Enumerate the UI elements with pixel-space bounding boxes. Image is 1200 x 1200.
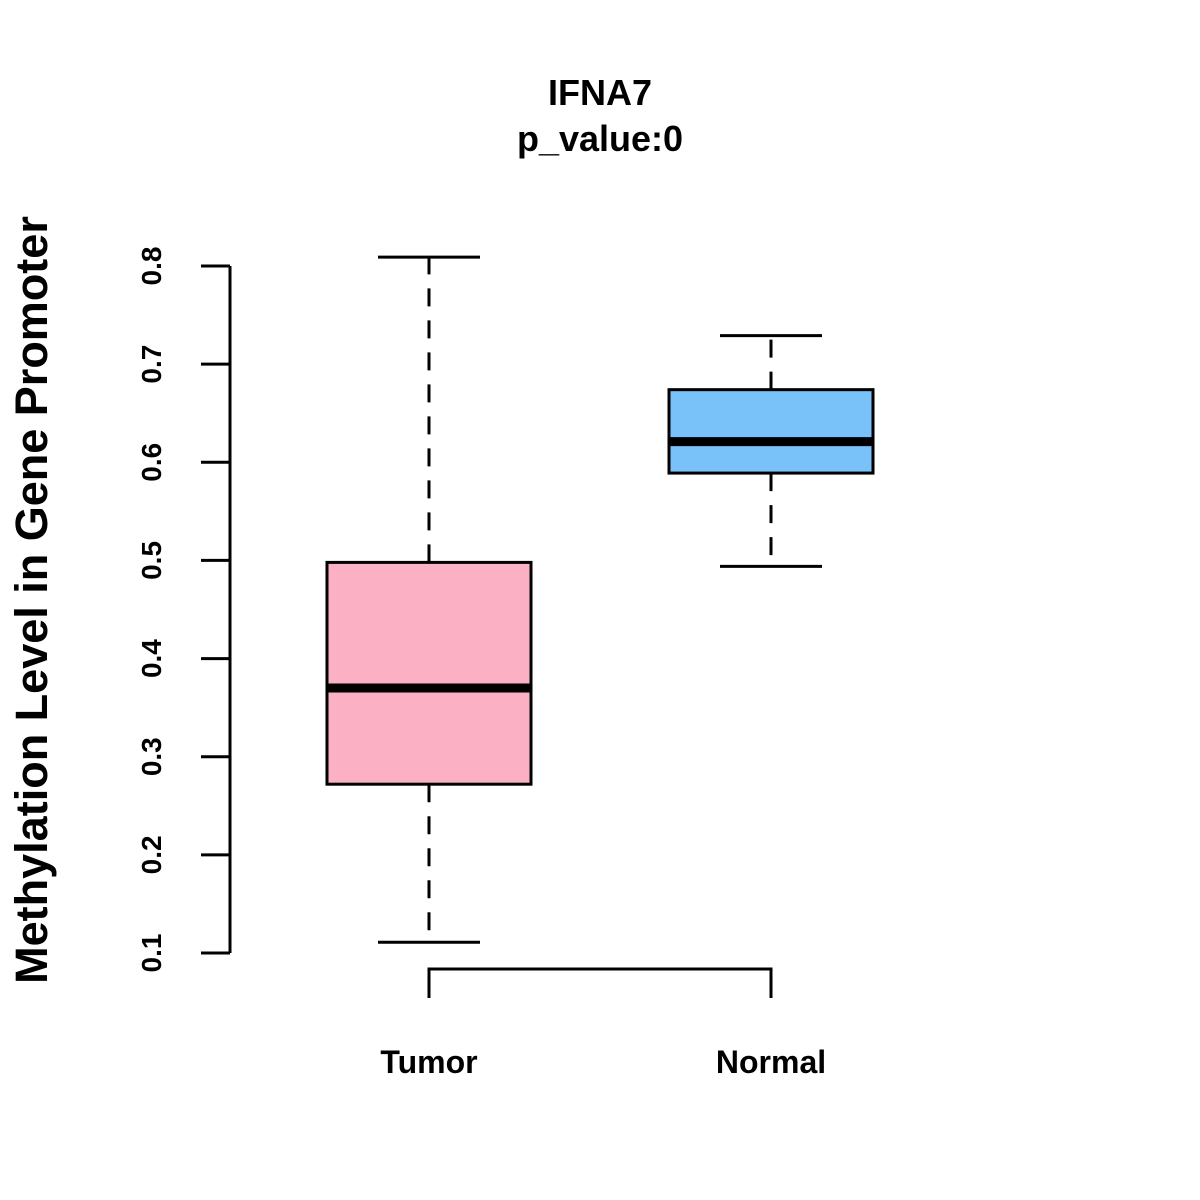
y-axis: 0.1 0.2 0.3 0.4 0.5 0.6 0.7 0.8 xyxy=(136,247,232,973)
chart-title: IFNA7 xyxy=(548,72,652,113)
bracket-path xyxy=(427,967,773,998)
iqr-box xyxy=(667,388,875,475)
x-tick-label: Normal xyxy=(716,1044,826,1080)
y-tick-label: 0.8 xyxy=(136,247,167,286)
y-tick-label: 0.1 xyxy=(136,934,167,973)
iqr-box xyxy=(325,560,533,786)
y-tick-label: 0.3 xyxy=(136,737,167,776)
box-tumor xyxy=(325,255,533,944)
box-normal xyxy=(667,334,875,568)
y-tick-label: 0.2 xyxy=(136,835,167,874)
y-tick-label: 0.5 xyxy=(136,541,167,580)
y-tick-label: 0.7 xyxy=(136,345,167,384)
y-tick-label: 0.4 xyxy=(136,639,167,678)
chart-subtitle: p_value:0 xyxy=(517,118,683,159)
y-axis-label: Methylation Level in Gene Promoter xyxy=(6,216,57,984)
x-tick-label: Tumor xyxy=(380,1044,477,1080)
y-tick-label: 0.6 xyxy=(136,443,167,482)
significance-bracket xyxy=(427,967,773,998)
